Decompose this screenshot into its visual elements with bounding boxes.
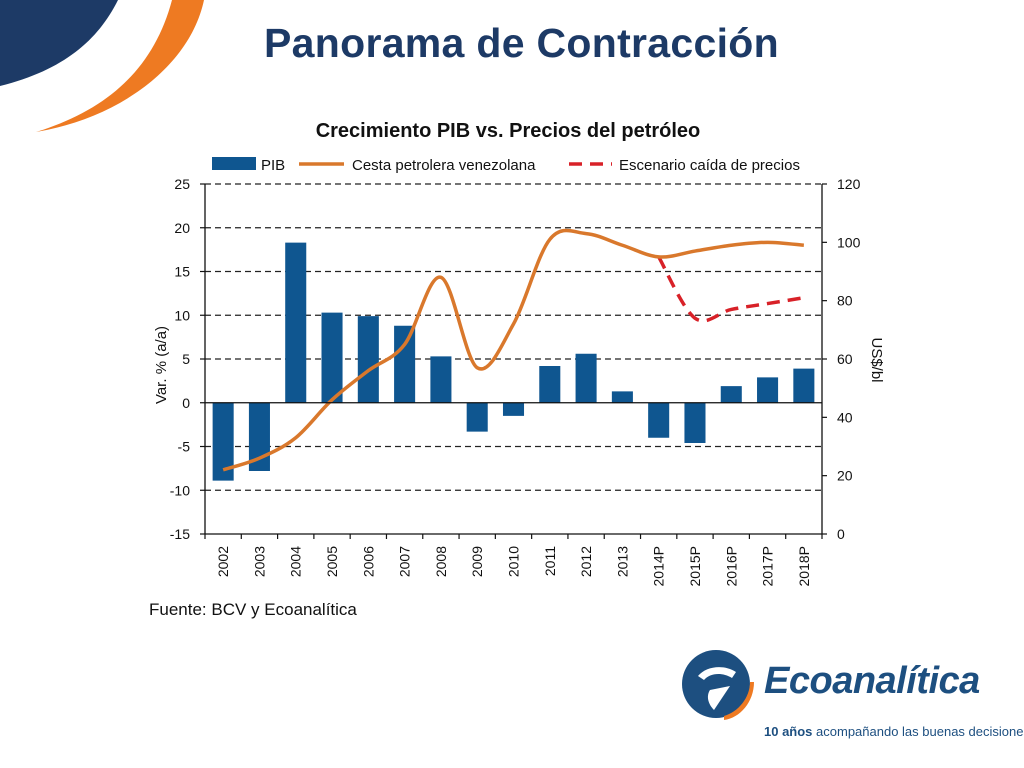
chart: Crecimiento PIB vs. Precios del petróleo… (153, 120, 885, 587)
bar-pib (357, 316, 379, 403)
price-lines (222, 228, 805, 472)
logo-mark-icon (682, 650, 754, 720)
corner-navy-shape (0, 0, 118, 86)
bar-pib (430, 356, 452, 403)
corner-orange-swoosh (36, 0, 204, 132)
line-cesta-petrolera (222, 228, 804, 472)
y-tick-label: -5 (178, 439, 191, 455)
x-tick-label: 2006 (360, 546, 376, 577)
y-axis-label: Var. % (a/a) (153, 326, 170, 404)
y-tick-label: 20 (174, 220, 190, 236)
y-tick-label: -10 (170, 482, 190, 498)
legend-label-pib: PIB (261, 157, 285, 174)
x-tick-label: 2003 (251, 546, 267, 577)
y2-tick-label: 0 (837, 526, 845, 542)
slide-title: Panorama de Contracción (264, 20, 779, 66)
legend: PIB Cesta petrolera venezolana Escenario… (212, 157, 800, 174)
logo-tagline-rest: acompañando las buenas decisiones (812, 724, 1024, 739)
y2-axis-label: US$/bl (868, 337, 885, 382)
bar-pib (539, 366, 561, 403)
x-tick-label: 2011 (542, 546, 558, 576)
x-tick-label: 2012 (578, 546, 594, 577)
line-escenario-caida (657, 256, 805, 323)
y2-tick-label: 40 (837, 409, 853, 425)
bar-pib (648, 402, 670, 438)
x-tick-label: 2018P (796, 546, 812, 586)
y-tick-label: 15 (174, 264, 190, 280)
y2-tick-label: 60 (837, 351, 853, 367)
bar-pib (720, 386, 742, 403)
x-tick-label: 2002 (215, 546, 231, 577)
bar-pib (611, 391, 633, 403)
legend-swatch-pib (212, 157, 256, 170)
y2-tick-label: 120 (837, 176, 861, 192)
bar-pib (502, 402, 525, 416)
bar-pib (321, 312, 343, 403)
chart-title: Crecimiento PIB vs. Precios del petróleo (316, 120, 701, 142)
x-tick-label: 2017P (760, 546, 776, 586)
x-tick-label: 2008 (433, 546, 449, 577)
bar-pib (684, 402, 706, 443)
source-note: Fuente: BCV y Ecoanalítica (149, 600, 357, 619)
x-tick-label: 2005 (324, 546, 340, 577)
x-tick-label: 2009 (469, 546, 485, 577)
y2-tick-labels: 0 20 40 60 80 100 120 (837, 176, 861, 542)
x-tick-label: 2007 (397, 546, 413, 577)
bar-pib (212, 402, 234, 481)
x-tick-labels: 2002 2003 2004 2005 2006 2007 2008 2009 2010 2011… (215, 546, 812, 587)
y-tick-labels: -15 -10 -5 0 5 10 15 20 25 (170, 176, 190, 542)
x-tick-label: 2010 (506, 546, 522, 577)
bar-pib (466, 402, 488, 432)
logo-wordmark: Ecoanalítica (764, 660, 980, 702)
corner-decoration (0, 0, 204, 132)
x-tick-label: 2015P (687, 546, 703, 586)
logo-tagline: 10 años acompañando las buenas decisione… (764, 724, 1024, 739)
gridlines (205, 183, 822, 491)
legend-label-cesta: Cesta petrolera venezolana (352, 157, 536, 174)
x-tick-label: 2016P (723, 546, 739, 586)
y2-tick-label: 80 (837, 293, 853, 309)
logo-tagline-bold: 10 años (764, 724, 813, 739)
bar-pib (575, 353, 597, 403)
x-tick-label: 2004 (288, 546, 304, 577)
y-tick-label: 10 (174, 307, 190, 323)
bar-pib (757, 377, 779, 403)
legend-label-escenario: Escenario caída de precios (619, 157, 800, 174)
y-tick-label: -15 (170, 526, 190, 542)
bar-pib (394, 325, 416, 403)
x-tick-label: 2013 (614, 546, 630, 577)
axes (200, 183, 827, 539)
y-tick-label: 0 (182, 395, 190, 411)
pib-bars (212, 242, 815, 481)
y2-tick-label: 100 (837, 234, 861, 250)
y-tick-label: 25 (174, 176, 190, 192)
ecoanalitica-logo: Ecoanalítica 10 años acompañando las bue… (680, 640, 1024, 750)
bar-pib (285, 242, 307, 403)
y-tick-label: 5 (182, 351, 190, 367)
x-tick-label: 2014P (651, 546, 667, 586)
bar-pib (793, 368, 815, 403)
y2-tick-label: 20 (837, 468, 853, 484)
